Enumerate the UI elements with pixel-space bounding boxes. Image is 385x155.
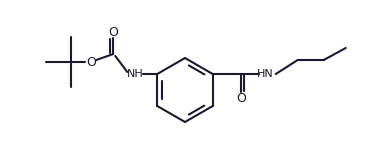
Text: O: O (236, 93, 246, 106)
Text: O: O (108, 26, 118, 38)
Text: O: O (86, 55, 96, 69)
Text: HN: HN (257, 69, 274, 79)
Text: NH: NH (127, 69, 144, 79)
